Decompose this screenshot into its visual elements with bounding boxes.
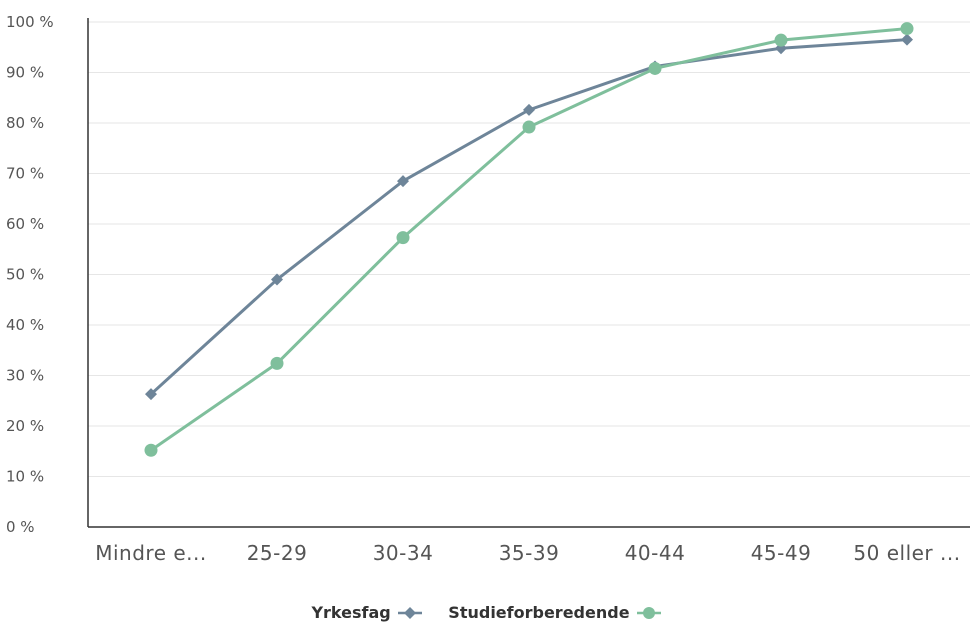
series-1 <box>144 22 914 457</box>
y-tick-label: 0 % <box>6 518 35 536</box>
y-tick-label: 80 % <box>6 114 44 132</box>
data-point-diamond[interactable] <box>901 33 913 46</box>
series-0 <box>145 33 913 401</box>
data-point-circle[interactable] <box>774 33 788 47</box>
data-point-circle[interactable] <box>270 356 284 370</box>
y-tick-label: 50 % <box>6 266 44 284</box>
y-tick-label: 30 % <box>6 367 44 385</box>
diamond-marker-icon <box>397 606 422 619</box>
data-point-circle[interactable] <box>144 443 158 457</box>
y-tick-label: 10 % <box>6 468 44 486</box>
y-axis-ticks: 0 % 10 % 20 % 30 % 40 % 50 % 60 % 70 % 80 % 90 % 1… <box>6 13 54 536</box>
x-tick-label: Mindre e... <box>95 541 207 565</box>
legend-label-yrkesfag: Yrkesfag <box>311 603 391 622</box>
x-tick-label: 50 eller ... <box>853 541 960 565</box>
circle-marker-icon <box>636 606 661 619</box>
data-point-circle[interactable] <box>396 231 410 245</box>
legend-label-studieforberedende: Studieforberedende <box>448 603 630 622</box>
x-tick-label: 45-49 <box>751 541 812 565</box>
y-tick-label: 70 % <box>6 165 44 183</box>
y-tick-label: 90 % <box>6 64 44 82</box>
series-line <box>150 27 908 452</box>
x-tick-label: 35-39 <box>499 541 560 565</box>
line-chart: 0 % 10 % 20 % 30 % 40 % 50 % 60 % 70 % 80 % 90 % 1… <box>6 13 970 565</box>
legend: Yrkesfag Studieforberedende <box>0 603 973 622</box>
x-tick-label: 25-29 <box>247 541 308 565</box>
legend-item-studieforberedende[interactable]: Studieforberedende <box>448 603 661 622</box>
data-point-circle[interactable] <box>900 22 914 36</box>
series-group <box>144 22 914 457</box>
data-point-diamond[interactable] <box>271 273 283 286</box>
series-line <box>149 38 908 396</box>
data-point-diamond[interactable] <box>397 175 409 188</box>
x-tick-label: 30-34 <box>373 541 434 565</box>
x-axis-ticks: Mindre e... 25-29 30-34 35-39 40-44 45-49 50 e… <box>95 541 960 565</box>
data-point-circle[interactable] <box>648 61 662 75</box>
legend-item-yrkesfag[interactable]: Yrkesfag <box>311 603 422 622</box>
y-tick-label: 60 % <box>6 215 44 233</box>
y-tick-label: 40 % <box>6 316 44 334</box>
data-point-diamond[interactable] <box>145 388 157 401</box>
y-tick-label: 20 % <box>6 417 44 435</box>
data-point-circle[interactable] <box>522 120 536 134</box>
y-tick-label: 100 % <box>6 13 54 31</box>
gridlines <box>88 21 970 477</box>
x-tick-label: 40-44 <box>625 541 686 565</box>
data-point-diamond[interactable] <box>523 103 535 116</box>
